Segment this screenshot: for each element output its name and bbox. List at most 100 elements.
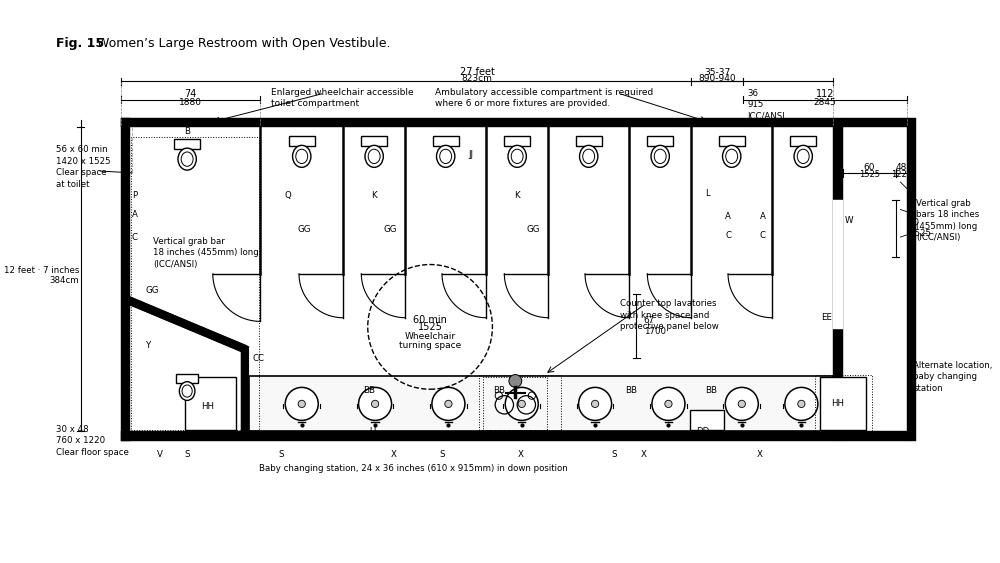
Text: EE: EE [822,313,833,322]
Bar [121,118,130,441]
Text: 30 x 48
760 x 1220
Clear floor space: 30 x 48 760 x 1220 Clear floor space [56,425,129,457]
Ellipse shape [654,149,666,163]
Bar [361,136,387,146]
Text: X: X [756,450,762,459]
Text: X: X [390,450,396,459]
Text: L: L [705,189,710,198]
Bar [289,136,315,146]
Text: W: W [845,216,853,225]
Circle shape [445,400,452,408]
Text: S: S [612,450,617,459]
Bar [647,136,673,146]
Text: 60 min: 60 min [413,315,447,324]
Circle shape [579,387,612,421]
Bar [249,377,833,431]
Text: 56 x 60 min
1420 x 1525
Clear space
at toilet: 56 x 60 min 1420 x 1525 Clear space at t… [56,145,111,189]
Text: K: K [514,191,520,200]
Bar [576,136,602,146]
Text: Fig. 15: Fig. 15 [56,37,104,50]
Ellipse shape [368,149,380,163]
Text: C: C [725,231,731,240]
Circle shape [725,387,758,421]
Text: 1525: 1525 [859,170,880,179]
Ellipse shape [437,145,455,167]
Text: 74: 74 [185,89,197,99]
Text: Q: Q [285,191,291,200]
Text: 112: 112 [816,89,834,99]
Text: 1525: 1525 [418,322,443,332]
Text: 12 feet · 7 inches: 12 feet · 7 inches [4,266,79,275]
Circle shape [665,400,672,408]
Text: A: A [760,212,766,221]
Text: HH: HH [201,402,214,411]
Text: 890-940: 890-940 [698,74,736,83]
Text: GG: GG [527,225,540,234]
Circle shape [785,387,818,421]
Ellipse shape [293,145,311,167]
Ellipse shape [178,148,196,170]
Ellipse shape [365,145,383,167]
Text: 2845: 2845 [813,98,836,107]
Text: A: A [132,209,138,218]
Bar [176,374,198,383]
Ellipse shape [508,145,526,167]
Text: Alternate location,
baby changing
station: Alternate location, baby changing statio… [913,361,993,393]
Bar [843,431,907,441]
Text: DD: DD [696,427,709,436]
Text: S: S [184,450,190,459]
Text: JJ: JJ [469,150,474,159]
Bar [174,139,200,149]
Text: K: K [371,191,377,200]
Ellipse shape [651,145,669,167]
Bar [433,136,459,146]
Text: X: X [641,450,647,459]
Circle shape [652,387,685,421]
Text: Enlarged wheelchair accessible
toilet compartment: Enlarged wheelchair accessible toilet co… [271,88,414,108]
Text: C: C [132,233,138,242]
Ellipse shape [182,385,192,397]
Text: C: C [760,231,766,240]
Text: Wheelchair: Wheelchair [405,332,456,341]
Text: GG: GG [384,225,397,234]
Circle shape [591,400,599,408]
Circle shape [359,387,392,421]
Ellipse shape [794,145,812,167]
Bar [121,118,833,127]
Bar [907,118,916,441]
Bar [131,137,259,430]
Text: turning space: turning space [399,341,461,350]
Ellipse shape [726,149,738,163]
Text: Women’s Large Restroom with Open Vestibule.: Women’s Large Restroom with Open Vestibu… [89,37,391,50]
Circle shape [798,400,805,408]
Bar [479,374,561,430]
Bar [483,377,547,431]
Bar [121,431,833,441]
Text: 1880: 1880 [179,98,202,107]
Circle shape [432,387,465,421]
Text: S: S [278,450,283,459]
Ellipse shape [181,152,193,166]
Text: 1220: 1220 [891,170,912,179]
Text: Ambulatory accessible compartment is required
where 6 or more fixtures are provi: Ambulatory accessible compartment is req… [435,88,653,108]
Text: Baby changing station, 24 x 36 inches (610 x 915mm) in down position: Baby changing station, 24 x 36 inches (6… [259,464,567,473]
Bar [833,118,843,441]
Bar [504,136,530,146]
Bar [843,118,907,127]
Text: Y: Y [146,341,151,350]
Text: 27 feet: 27 feet [460,67,495,77]
Text: GG: GG [298,225,311,234]
Text: 60
1525: 60 1525 [909,218,931,238]
Bar [719,136,745,146]
Text: B: B [184,127,190,136]
Ellipse shape [580,145,598,167]
Text: 48: 48 [896,163,907,172]
Ellipse shape [179,382,195,400]
Text: CC: CC [253,354,265,363]
Bar [690,410,724,431]
Text: U: U [369,427,376,436]
Text: 67
1700: 67 1700 [644,316,666,336]
Text: Vertical grab bar
18 inches (455mm) long
(ICC/ANSI): Vertical grab bar 18 inches (455mm) long… [153,237,259,269]
Text: 60: 60 [863,163,875,172]
Text: BB: BB [706,386,718,395]
Circle shape [505,387,538,421]
